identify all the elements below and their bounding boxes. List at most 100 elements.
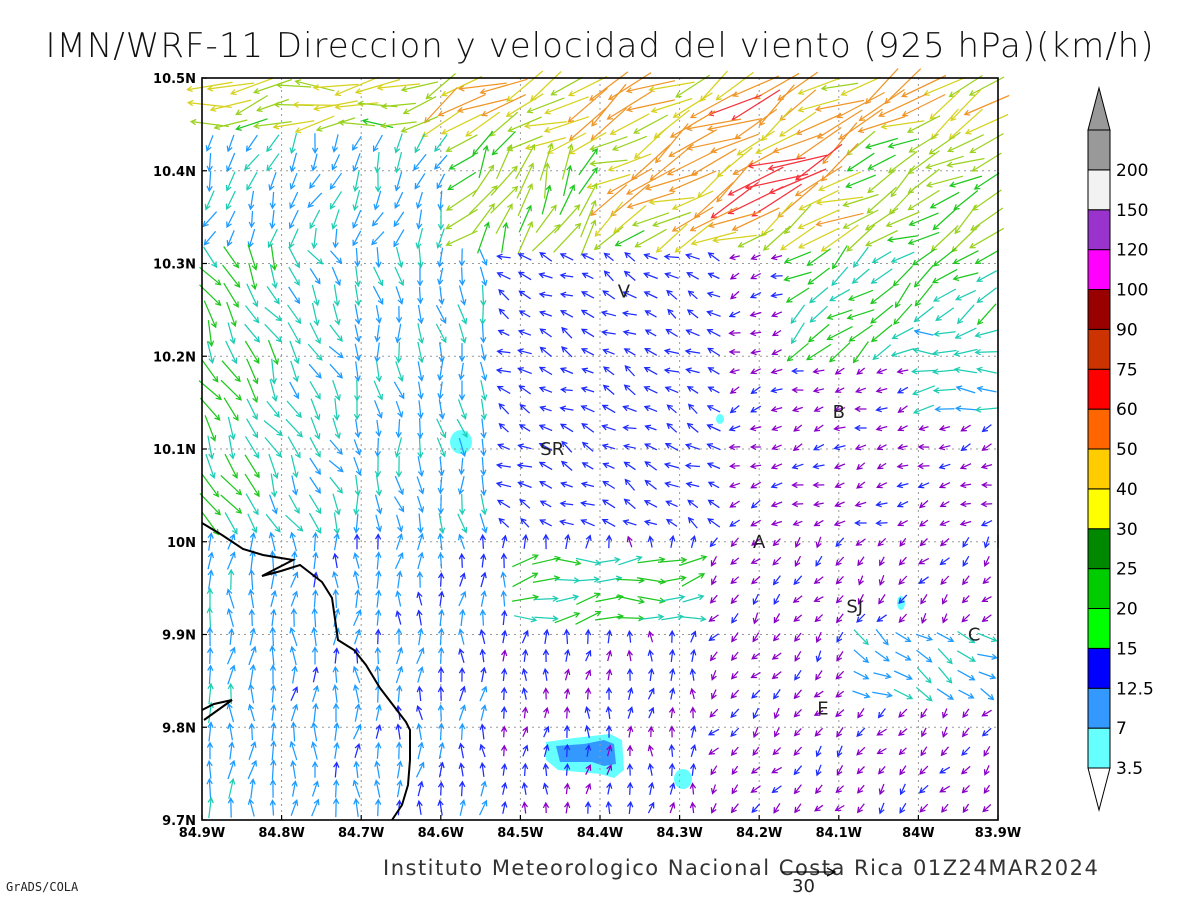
wind-vector [709,594,718,604]
wind-vector [932,208,958,231]
wind-vector [437,685,445,701]
wind-vector [550,76,583,96]
wind-vector [501,763,508,776]
colorbar-swatch [1087,647,1111,689]
wind-vector [580,219,597,256]
wind-vector [602,384,615,395]
wind-vector [940,575,950,585]
wind-vector [666,422,678,433]
wind-vector [436,173,446,190]
wind-vector [255,98,290,113]
wind-vector [707,728,720,736]
wind-vector [607,72,652,100]
wind-vector [643,253,658,260]
wind-vector [395,627,403,645]
wind-vector [876,482,888,489]
wind-vector [626,800,634,814]
wind-vector [395,590,402,607]
wind-vector [707,252,720,262]
wind-vector [920,708,928,719]
wind-vector [962,536,970,548]
place-label: A [753,532,766,553]
wind-vector [477,221,490,254]
wind-vector [601,518,616,527]
wind-vector [750,519,762,527]
wind-vector [833,406,846,413]
wind-vector [728,311,741,318]
wind-vector [971,152,1002,172]
wind-vector [600,310,617,317]
wind-vector [797,227,840,249]
wind-vector [631,212,670,227]
wind-vector [458,323,467,344]
wind-vector [207,664,214,685]
wind-vector [822,122,858,165]
wind-vector [221,360,241,383]
wind-vector [480,590,487,607]
wind-vector [561,440,573,453]
wind-vector [728,425,741,432]
wind-vector [480,666,487,683]
colorbar-swatch [1087,249,1111,290]
wind-vector [908,133,939,153]
wind-vector [813,710,824,716]
wind-vector [354,284,362,307]
wind-vector [953,366,978,374]
wind-vector [894,282,911,309]
wind-vector [417,381,424,400]
wind-vector [893,670,913,681]
wind-vector [813,690,824,698]
wind-vector [791,406,803,413]
wind-vector [581,462,594,470]
wind-vector [770,387,783,394]
wind-vector [396,646,404,665]
wind-vector [554,611,581,624]
wind-vector [959,481,972,489]
wind-vector [445,208,478,230]
wind-vector [580,291,595,299]
wind-vector [561,326,573,339]
wind-vector [606,782,613,795]
wind-vector [626,781,634,795]
wind-vector [535,204,557,233]
wind-vector [977,653,998,660]
colorbar-label: 7 [1116,719,1127,739]
wind-vector [580,328,595,338]
wind-vector [220,494,243,514]
wind-vector [290,607,298,627]
wind-vector [749,462,762,470]
wind-vector [793,708,802,718]
wind-vector [269,645,276,666]
wind-vector [793,575,803,586]
wind-vector [581,441,594,452]
wind-vector [690,534,697,548]
wind-vector [893,303,913,325]
wind-vector [685,253,700,260]
colorbar-swatch [1087,608,1111,649]
wind-vector [605,800,613,814]
wind-vector [665,328,678,338]
wind-vector [962,708,970,719]
wind-vector [872,691,893,698]
wind-vector [561,143,574,180]
wind-vector [542,762,550,776]
wind-vector [207,796,214,819]
wind-vector [459,799,466,816]
wind-vector [559,253,574,261]
wind-vector [939,557,950,566]
wind-vector [498,423,509,433]
wind-vector [864,137,898,150]
wind-vector [687,499,699,509]
wind-vector [396,760,403,779]
wind-vector [567,76,608,97]
wind-vector [665,500,678,508]
wind-vector [820,142,859,182]
wind-vector [602,348,615,355]
wind-vector [665,518,678,527]
colorbar-swatch [1087,408,1111,450]
place-label: V [618,281,631,302]
wind-vector [352,152,361,173]
x-tick-label: 83.9W [975,826,1021,841]
wind-vector [941,613,948,624]
wind-vector [876,747,887,755]
